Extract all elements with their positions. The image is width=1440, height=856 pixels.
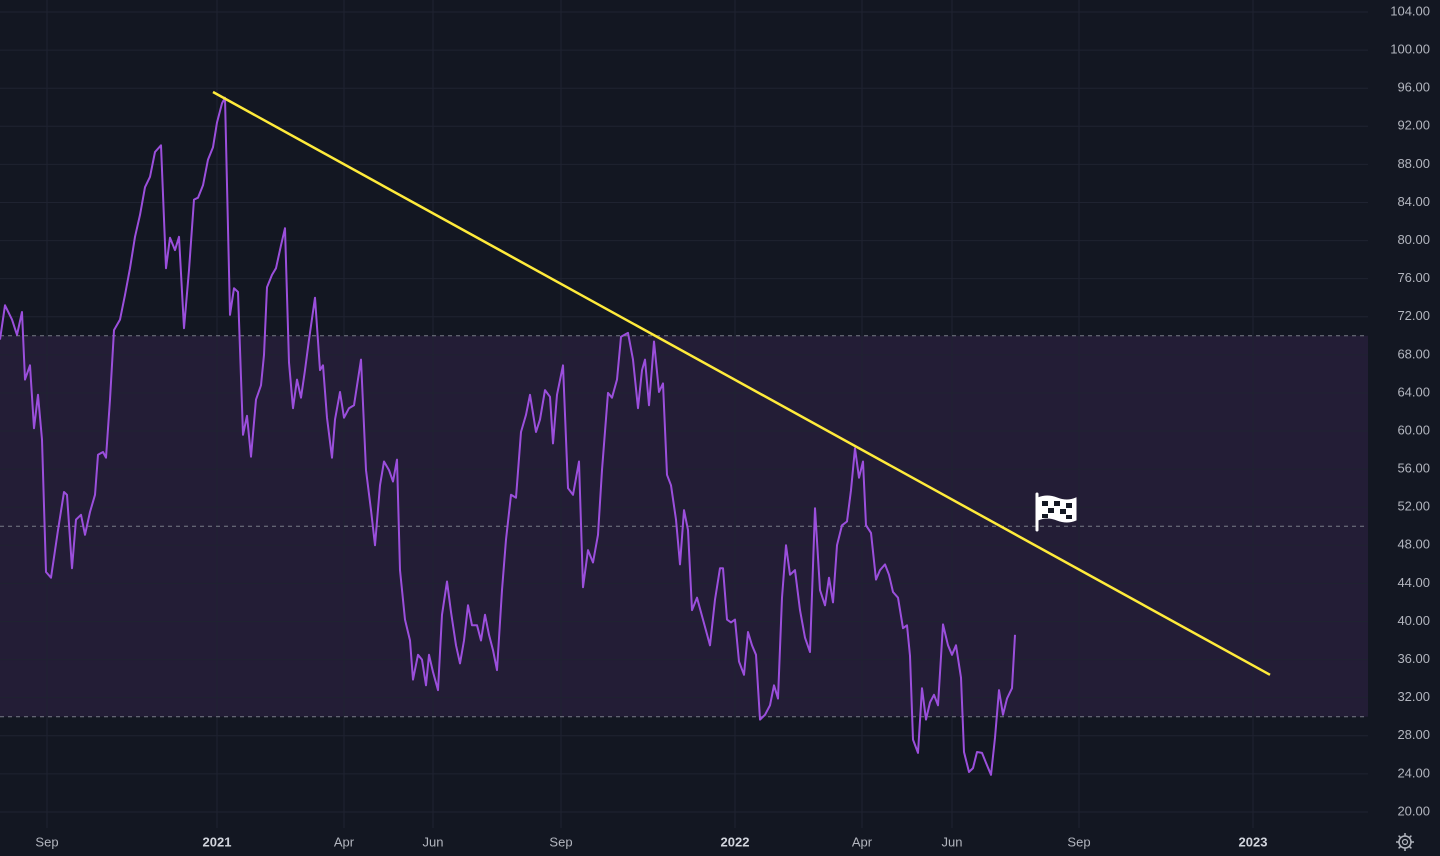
y-tick-label: 96.00 — [1397, 80, 1430, 95]
y-tick-label: 48.00 — [1397, 537, 1430, 552]
y-tick-label: 100.00 — [1390, 42, 1430, 57]
x-tick-label: Jun — [423, 834, 444, 849]
y-tick-label: 76.00 — [1397, 270, 1430, 285]
flag-icon — [1035, 492, 1077, 532]
settings-icon[interactable] — [1396, 833, 1414, 851]
y-tick-label: 28.00 — [1397, 727, 1430, 742]
y-tick-label: 88.00 — [1397, 156, 1430, 171]
rsi-line — [0, 96, 1016, 776]
y-tick-label: 52.00 — [1397, 499, 1430, 514]
y-tick-label: 36.00 — [1397, 651, 1430, 666]
x-tick-label: 2022 — [721, 834, 750, 849]
y-tick-label: 104.00 — [1390, 3, 1430, 18]
y-tick-label: 40.00 — [1397, 613, 1430, 628]
x-tick-label: Sep — [549, 834, 572, 849]
trendline — [212, 90, 1271, 676]
y-tick-label: 84.00 — [1397, 194, 1430, 209]
y-tick-label: 20.00 — [1397, 803, 1430, 818]
x-tick-label: Sep — [35, 834, 58, 849]
x-tick-label: Jun — [942, 834, 963, 849]
y-tick-label: 80.00 — [1397, 232, 1430, 247]
x-tick-label: Apr — [334, 834, 355, 849]
y-tick-label: 64.00 — [1397, 384, 1430, 399]
y-tick-label: 68.00 — [1397, 346, 1430, 361]
y-tick-label: 32.00 — [1397, 689, 1430, 704]
x-tick-label: Sep — [1067, 834, 1090, 849]
y-tick-label: 56.00 — [1397, 461, 1430, 476]
y-tick-label: 92.00 — [1397, 118, 1430, 133]
y-tick-label: 72.00 — [1397, 308, 1430, 323]
x-tick-label: 2021 — [203, 834, 232, 849]
y-tick-label: 60.00 — [1397, 422, 1430, 437]
x-tick-label: Apr — [852, 834, 873, 849]
x-tick-label: 2023 — [1239, 834, 1268, 849]
y-tick-label: 44.00 — [1397, 575, 1430, 590]
y-tick-label: 24.00 — [1397, 765, 1430, 780]
